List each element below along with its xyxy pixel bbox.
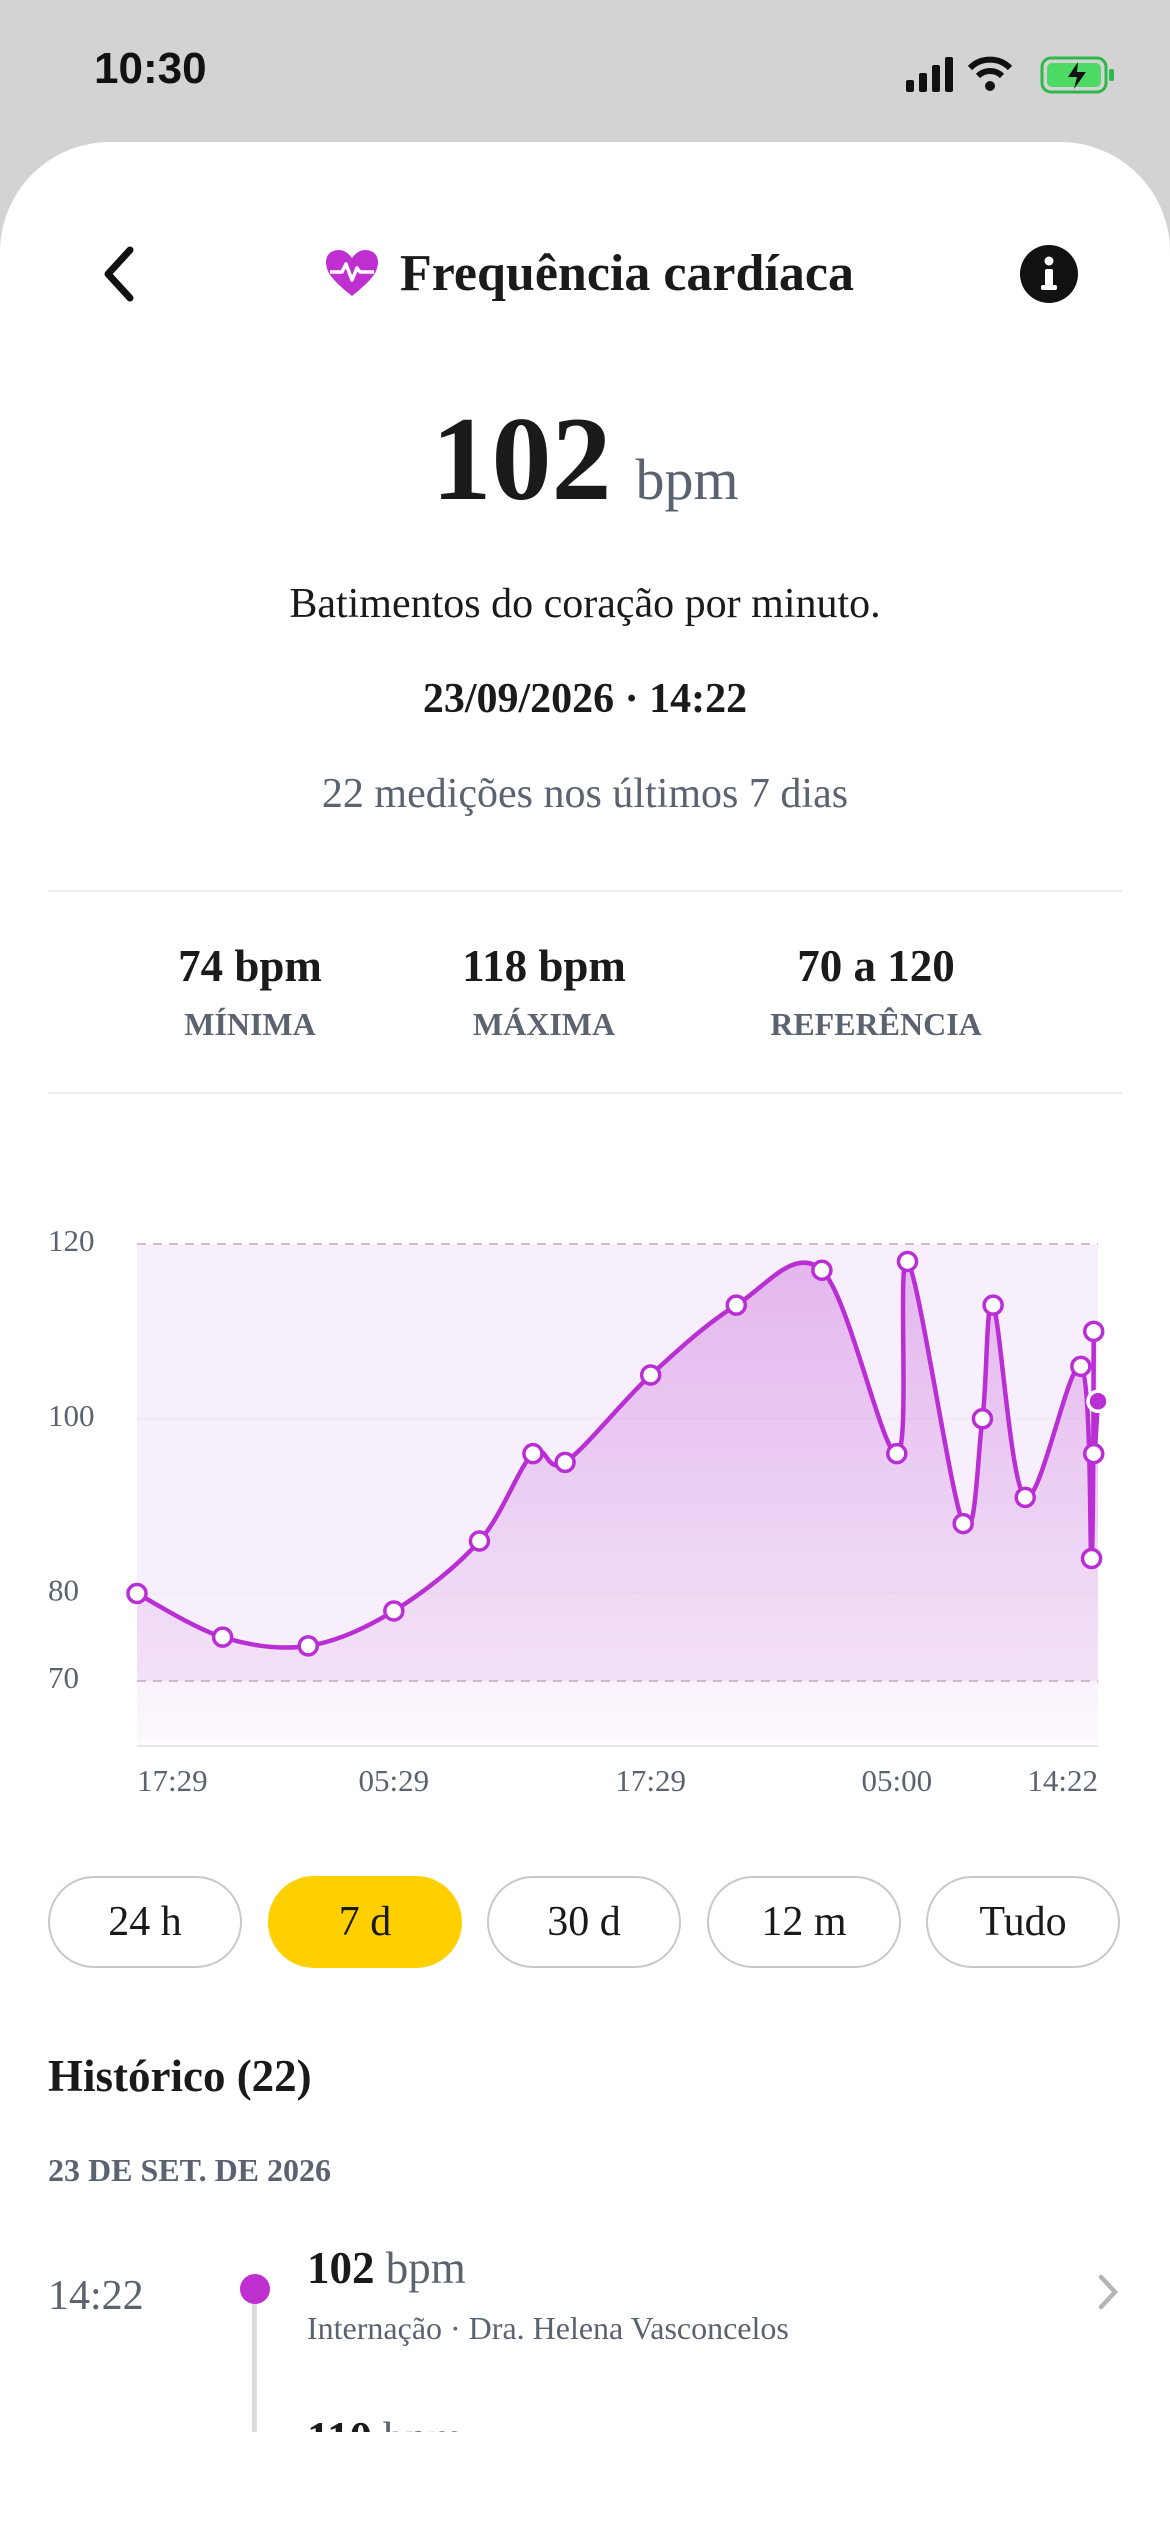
data-point: [639, 1364, 662, 1386]
data-point: [886, 1442, 908, 1465]
divider: [48, 890, 1122, 892]
x-tick-label: 14:22: [1027, 1763, 1098, 1798]
history-value: 102: [307, 2243, 375, 2293]
data-point: [725, 1294, 748, 1316]
range-button[interactable]: 12 m: [707, 1876, 901, 1968]
back-button[interactable]: [96, 244, 146, 304]
x-tick-label: 17:29: [615, 1763, 686, 1798]
timestamp: 23/09/2026 · 14:22: [422, 676, 748, 722]
data-point: [1014, 1486, 1036, 1509]
range-button[interactable]: 30 d: [487, 1876, 681, 1968]
data-point: [952, 1512, 974, 1535]
status-icons: [906, 56, 1114, 94]
y-tick-label: 100: [48, 1398, 95, 1433]
current-value: 102: [431, 392, 612, 525]
history-unit: bpm: [383, 2413, 463, 2432]
history-detail: Internação · Dra. Helena Vasconcelos: [307, 2310, 789, 2346]
data-point: [1082, 1442, 1105, 1465]
history-date: 23 DE SET. DE 2026: [48, 2152, 332, 2188]
timeline: [252, 2290, 257, 2432]
stat-label: MÍNIMA: [184, 1006, 316, 1042]
range-button[interactable]: 24 h: [48, 1876, 242, 1968]
data-point: [1070, 1355, 1092, 1378]
current-reading: 102 bpm: [0, 390, 1170, 528]
screen-title: Frequência cardíaca: [400, 245, 854, 302]
divider: [48, 1092, 1122, 1094]
chart: 70 80 100 120 17:29 05:29 17:29 05:00 14:22: [48, 1223, 1110, 1798]
x-tick-label: 05:00: [861, 1763, 932, 1798]
data-point: [982, 1294, 1004, 1316]
data-point: [383, 1600, 405, 1622]
data-point: [522, 1442, 544, 1465]
range-button[interactable]: Tudo: [926, 1876, 1120, 1968]
stat: 74 bpm MÍNIMA: [90, 940, 410, 1043]
stat-label: MÁXIMA: [472, 1006, 616, 1042]
data-point: [1086, 1389, 1110, 1414]
current-unit: bpm: [635, 447, 739, 512]
history-list: 14:22 102 bpm Internação · Dra. Helena V…: [0, 2220, 1170, 2432]
chevron: [1098, 2274, 1119, 2310]
data-point: [1080, 1547, 1103, 1570]
data-point: [211, 1626, 234, 1648]
stat: 70 a 120 REFERÊNCIA: [716, 940, 1036, 1043]
history-unit: bpm: [385, 2243, 466, 2293]
data-point: [554, 1451, 576, 1474]
description: Batimentos do coração por minuto.: [289, 581, 881, 627]
y-tick-label: 70: [48, 1660, 79, 1695]
history-title: Histórico (22): [48, 2051, 312, 2101]
count-note: 22 medições nos últimos 7 dias: [321, 771, 849, 817]
x-tick-label: 17:29: [137, 1763, 208, 1798]
data-point: [1082, 1320, 1105, 1343]
y-tick-label: 80: [48, 1573, 79, 1608]
info-button[interactable]: [1019, 244, 1079, 304]
data-point: [297, 1635, 319, 1657]
stat-value: 74 bpm: [178, 941, 322, 991]
history-value: 110: [307, 2413, 372, 2432]
history-row[interactable]: 14:22 102 bpm Internação · Dra. Helena V…: [0, 2220, 1170, 2432]
range-button[interactable]: 7 d: [268, 1876, 462, 1968]
data-point: [468, 1530, 491, 1552]
timeline-dot: [240, 2274, 270, 2304]
history-time: 14:22: [48, 2273, 144, 2319]
data-point: [126, 1582, 148, 1605]
data-point: [971, 1407, 994, 1430]
history-reading: 102 bpm: [307, 2242, 466, 2294]
heart-icon: [326, 250, 378, 296]
data-point: [896, 1250, 919, 1273]
stat-value: 70 a 120: [797, 941, 955, 991]
y-tick-label: 120: [48, 1223, 95, 1258]
x-tick-label: 05:29: [359, 1763, 430, 1798]
data-point: [811, 1259, 833, 1281]
stat-value: 118 bpm: [462, 941, 626, 991]
history-reading[interactable]: 110 bpm: [307, 2412, 463, 2432]
stat: 118 bpm MÁXIMA: [384, 940, 704, 1043]
stat-label: REFERÊNCIA: [770, 1006, 982, 1042]
status-time: 10:30: [94, 44, 207, 93]
